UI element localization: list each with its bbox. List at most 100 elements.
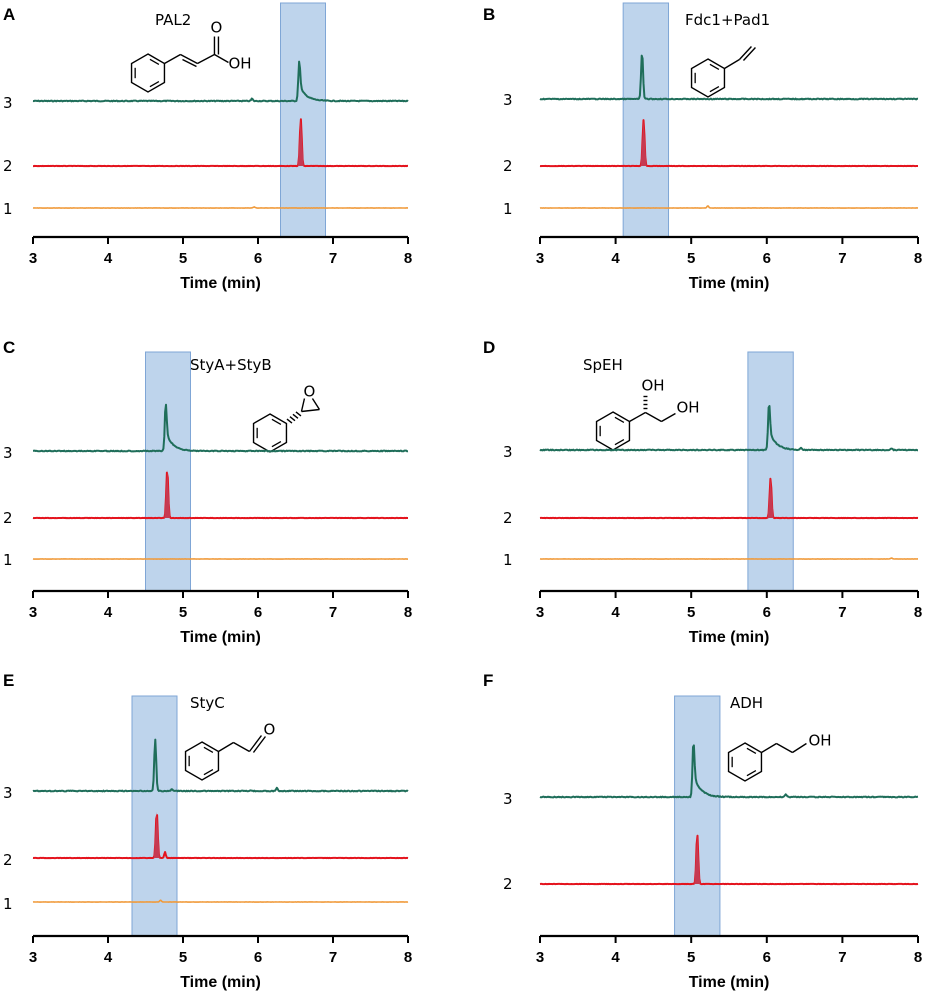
chart-a-svg: A PAL2 O OH 3 2 1 3 4 5 6 7 8 Time (min) [3, 2, 412, 292]
hashed-bond [295, 411, 302, 417]
bond [629, 411, 646, 423]
chart-title: StyA+StyB [190, 356, 272, 374]
benzene-ring [184, 741, 220, 781]
x-axis-label: Time (min) [689, 974, 770, 991]
panel-c: C StyA+StyB O 3 2 1 3 4 5 6 7 8 Time (min) [0, 333, 460, 663]
chart-e-svg: E StyC O 3 2 1 3 4 5 6 7 8 Time (min) [3, 671, 412, 991]
bond [248, 735, 263, 752]
trace-label-2: 2 [3, 851, 13, 869]
x-tick-label: 6 [254, 604, 262, 621]
x-tick-label: 6 [254, 949, 262, 966]
panel-letter: A [3, 5, 15, 24]
trace-label-1: 1 [503, 200, 513, 218]
trace-3-line [32, 60, 409, 103]
trace-label-1: 1 [3, 200, 13, 218]
x-tick-label: 4 [611, 949, 620, 966]
panel-f: F ADH OH 3 2 3 4 5 6 7 8 Time (min) [480, 666, 927, 996]
bond [661, 412, 676, 423]
x-tick-label: 4 [104, 250, 113, 267]
chart-b-svg: B Fdc1+Pad1 3 2 1 3 4 5 6 7 8 Time (min) [483, 2, 922, 292]
panel-a: A PAL2 O OH 3 2 1 3 4 5 6 7 8 Time (min) [0, 0, 460, 330]
bond [214, 53, 229, 64]
structure-atom-label: OH [641, 377, 664, 395]
bond [776, 742, 793, 754]
x-axis-label: Time (min) [689, 629, 770, 646]
x-tick-label: 8 [914, 949, 922, 966]
x-tick-label: 5 [179, 604, 187, 621]
bond [724, 58, 740, 70]
panel-letter: B [483, 5, 495, 24]
trace-3-line [539, 54, 919, 101]
trace-label-1: 1 [3, 895, 13, 913]
chart-title: ADH [730, 694, 763, 712]
hashed-bond [292, 413, 299, 419]
x-tick-label: 4 [104, 949, 113, 966]
chart-title: SpEH [583, 356, 623, 374]
bond [180, 53, 198, 65]
trace-1-line [32, 899, 409, 903]
x-tick-label: 8 [914, 250, 922, 267]
bond [792, 742, 807, 754]
ring-double-bond [746, 747, 757, 755]
ring-double-bond [271, 418, 282, 426]
x-tick-label: 8 [404, 604, 412, 621]
panel-e: E StyC O 3 2 1 3 4 5 6 7 8 Time (min) [0, 666, 460, 996]
trace-2-line [539, 119, 919, 168]
ring-double-bond [614, 438, 625, 446]
x-tick-label: 7 [329, 604, 337, 621]
x-tick-label: 4 [611, 250, 620, 267]
panel-d: D SpEH OH OH 3 2 1 3 4 5 6 7 8 Time (min) [480, 333, 927, 663]
x-tick-label: 3 [29, 250, 37, 267]
bond [197, 53, 215, 65]
ring-double-bond [271, 440, 282, 448]
trace-label-3: 3 [503, 790, 513, 808]
bond [233, 741, 250, 753]
retention-highlight-band [674, 695, 721, 937]
panel-letter: E [3, 671, 14, 690]
trace-3-line [539, 744, 919, 799]
trace-label-3: 3 [3, 444, 13, 462]
retention-highlight-band [747, 351, 794, 592]
trace-2-line [32, 814, 409, 860]
structure-atom-label: O [263, 721, 275, 739]
x-tick-label: 5 [687, 604, 695, 621]
bond [252, 736, 267, 753]
x-tick-label: 5 [687, 949, 695, 966]
bond [311, 398, 321, 410]
x-tick-label: 8 [914, 604, 922, 621]
ring-double-bond [709, 63, 720, 71]
structure-atom-label: OH [808, 732, 831, 750]
structure-phenylacetaldehyde: O [184, 721, 275, 781]
ring-double-bond [149, 80, 160, 88]
panel-letter: D [483, 338, 495, 357]
trace-2-peak [297, 119, 304, 166]
trace-label-1: 1 [3, 551, 13, 569]
trace-label-3: 3 [503, 443, 513, 461]
trace-2-line [32, 118, 409, 168]
x-tick-label: 8 [404, 949, 412, 966]
structure-atom-label: O [303, 383, 315, 401]
bond [182, 58, 197, 68]
x-axis-label: Time (min) [180, 275, 261, 292]
trace-1-line [539, 557, 918, 560]
x-tick-label: 7 [329, 949, 337, 966]
structure-atom-label: OH [676, 399, 699, 417]
chart-f-svg: F ADH OH 3 2 3 4 5 6 7 8 Time (min) [483, 671, 922, 991]
retention-highlight-band [280, 2, 326, 238]
hashed-bond [286, 418, 293, 424]
panel-letter: C [3, 338, 15, 357]
trace-3-line [32, 738, 409, 793]
x-tick-label: 5 [179, 250, 187, 267]
structure-styrene [690, 46, 756, 98]
ring-double-bond [614, 416, 625, 424]
structure-atom-label: OH [228, 55, 251, 73]
trace-label-2: 2 [3, 509, 13, 527]
chart-title: Fdc1+Pad1 [685, 11, 770, 29]
structure-phenylethane-diol: OH OH [595, 377, 700, 451]
trace-label-2: 2 [503, 875, 513, 893]
trace-2-peak [694, 834, 701, 884]
ring-double-bond [203, 768, 214, 776]
trace-2-peak [164, 470, 171, 518]
ring-double-bond [746, 769, 757, 777]
trace-2-peak [767, 478, 774, 518]
